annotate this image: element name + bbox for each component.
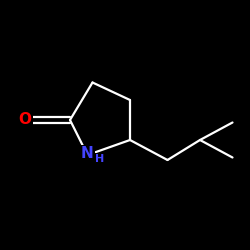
Text: H: H (95, 154, 104, 164)
Text: N: N (81, 146, 94, 161)
Text: O: O (18, 112, 32, 128)
